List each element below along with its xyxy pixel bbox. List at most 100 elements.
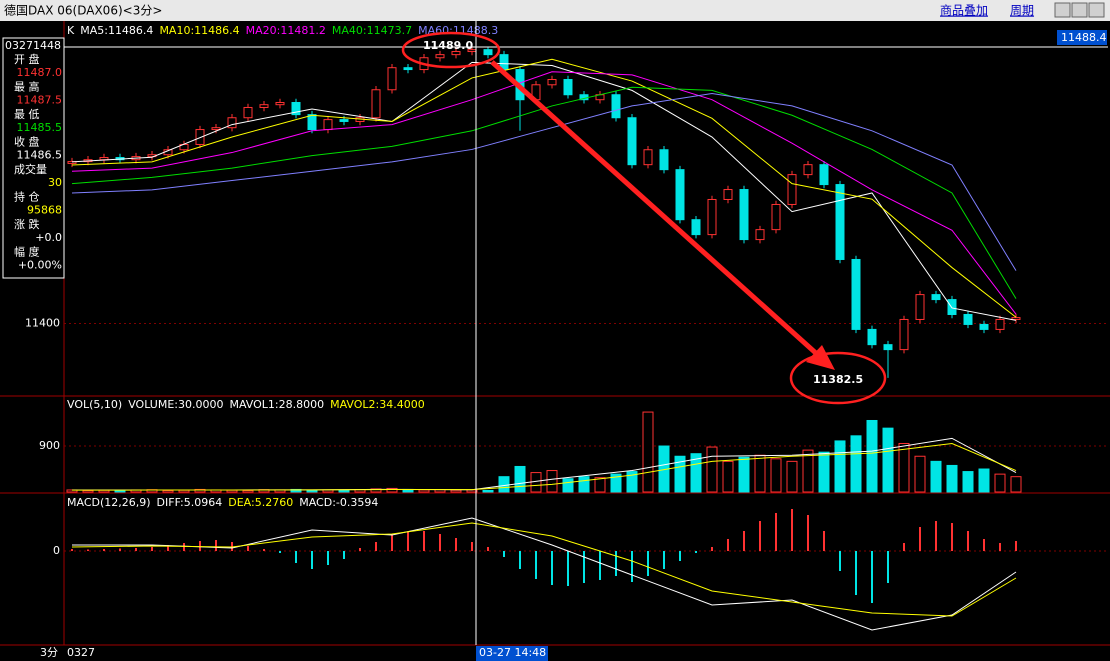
last-price: 11488.4 bbox=[1061, 31, 1107, 44]
volume-bar bbox=[722, 460, 734, 493]
candle-body bbox=[707, 198, 717, 236]
volume-bar bbox=[530, 472, 542, 493]
volume-bar bbox=[850, 435, 862, 493]
volume-bar bbox=[706, 446, 718, 493]
volume-bar bbox=[898, 442, 910, 493]
info-label: 开 盘 bbox=[14, 52, 40, 66]
candle-body bbox=[435, 54, 445, 59]
highlight-circle bbox=[401, 31, 501, 69]
cursor-time: 03-27 14:48 bbox=[479, 646, 546, 659]
info-label: 幅 度 bbox=[14, 245, 40, 259]
candle-body bbox=[243, 106, 253, 119]
info-value: 11487.0 bbox=[17, 66, 63, 79]
volume-bar bbox=[946, 464, 958, 493]
info-time: 03271448 bbox=[5, 39, 61, 52]
volume-bar bbox=[578, 476, 590, 493]
trend-arrow bbox=[490, 60, 820, 357]
volume-bar bbox=[642, 411, 654, 493]
info-value: +0.0 bbox=[35, 231, 62, 244]
candle-body bbox=[275, 102, 285, 106]
info-label: 最 低 bbox=[14, 108, 40, 121]
legend-entry: VOLUME:30.0000 bbox=[128, 398, 223, 411]
nav-button[interactable] bbox=[1071, 2, 1088, 18]
period-menu[interactable]: 周期 bbox=[1010, 4, 1034, 18]
volume-bar bbox=[546, 470, 558, 493]
info-value: 11485.5 bbox=[17, 121, 63, 134]
y-tick-label: 0 bbox=[53, 544, 60, 557]
candle-body bbox=[851, 258, 861, 330]
low-annotation: 11382.5 bbox=[813, 373, 863, 386]
candle-body bbox=[979, 323, 989, 330]
overlay-menu[interactable]: 商品叠加 bbox=[940, 3, 988, 18]
indicator-line bbox=[72, 517, 1017, 631]
arrow-head bbox=[806, 345, 835, 370]
y-tick-label: 900 bbox=[39, 439, 60, 452]
candle-body bbox=[195, 129, 205, 145]
volume-bar bbox=[242, 489, 254, 493]
highlight-circle bbox=[789, 351, 887, 405]
volume-bar bbox=[786, 460, 798, 493]
cursor-time-box bbox=[476, 646, 548, 661]
volume-bar bbox=[738, 456, 750, 493]
candle-body bbox=[787, 174, 797, 205]
candle-body bbox=[307, 114, 317, 131]
nav-button[interactable] bbox=[1088, 2, 1105, 18]
volume-bar bbox=[162, 489, 174, 493]
volume-bar bbox=[482, 489, 494, 493]
legend-entry: MA5:11486.4 bbox=[80, 24, 153, 37]
volume-bar bbox=[818, 451, 830, 493]
candle-body bbox=[691, 219, 701, 236]
legend-entry: MA10:11486.4 bbox=[159, 24, 239, 37]
candle-body bbox=[227, 117, 237, 129]
legend-entry: DEA:5.2760 bbox=[228, 496, 293, 509]
volume-bar bbox=[962, 471, 974, 493]
legend-entry: MA40:11473.7 bbox=[332, 24, 412, 37]
info-value: 95868 bbox=[27, 204, 62, 217]
volume-bar bbox=[114, 489, 126, 493]
high-annotation: 11489.0 bbox=[423, 39, 473, 52]
candle-body bbox=[915, 294, 925, 320]
candle-body bbox=[675, 169, 685, 221]
candle-body bbox=[947, 299, 957, 315]
candle-body bbox=[563, 79, 573, 96]
candle-body bbox=[995, 318, 1005, 330]
candle-body bbox=[547, 79, 557, 86]
info-value: 11486.5 bbox=[17, 149, 63, 162]
candle-body bbox=[819, 164, 829, 186]
volume-bar bbox=[82, 489, 94, 493]
candle-body bbox=[883, 344, 893, 351]
legend-entry: MAVOL2:34.4000 bbox=[330, 398, 425, 411]
candle-body bbox=[771, 203, 781, 231]
candle-body bbox=[899, 318, 909, 351]
candle-body bbox=[723, 189, 733, 200]
legend-entry: MACD:-0.3594 bbox=[299, 496, 378, 509]
indicator-line bbox=[71, 442, 1017, 491]
volume-bar bbox=[370, 488, 382, 493]
volume-bar bbox=[514, 465, 526, 493]
candle-body bbox=[835, 184, 845, 260]
nav-button[interactable] bbox=[1054, 2, 1071, 18]
candle-body bbox=[291, 102, 301, 116]
candle-body bbox=[643, 149, 653, 166]
last-price-box bbox=[1057, 30, 1107, 45]
volume-bar bbox=[498, 476, 510, 493]
legend-entry: MA20:11481.2 bbox=[246, 24, 326, 37]
volume-bar bbox=[450, 489, 462, 493]
volume-bar bbox=[930, 460, 942, 493]
candle-body bbox=[739, 189, 749, 241]
info-value: 11487.5 bbox=[17, 94, 63, 107]
indicator-line bbox=[71, 61, 1017, 321]
title-bar bbox=[0, 0, 1110, 21]
period-label: 3分 bbox=[40, 646, 58, 659]
candle-body bbox=[483, 49, 493, 56]
legend-entry: MAVOL1:28.8000 bbox=[229, 398, 324, 411]
volume-bar bbox=[226, 489, 238, 493]
candle-body bbox=[403, 67, 413, 71]
candle-body bbox=[611, 94, 621, 119]
candle-body bbox=[627, 117, 637, 166]
info-value: 30 bbox=[48, 176, 62, 189]
candle-body bbox=[211, 127, 221, 131]
indicator-line bbox=[71, 86, 1017, 299]
